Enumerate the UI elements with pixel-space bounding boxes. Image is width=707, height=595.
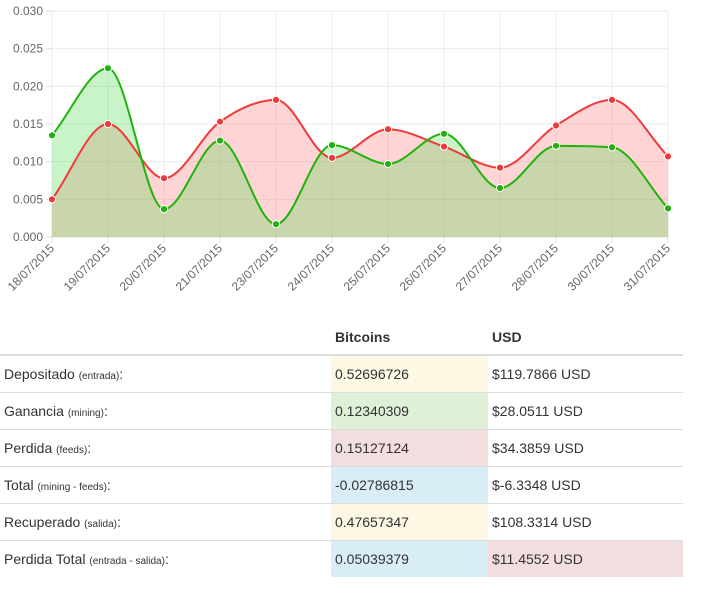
row-btc-value: 0.52696726 — [331, 354, 488, 393]
y-tick-label: 0.015 — [13, 117, 43, 131]
data-point — [47, 195, 57, 204]
x-tick-label: 23/07/2015 — [229, 241, 282, 294]
row-label-note: (feeds) — [56, 445, 88, 456]
row-label-text: Depositado — [4, 366, 75, 382]
y-tick-label: 0.000 — [13, 230, 43, 244]
row-label-text: Recuperado — [4, 514, 81, 530]
data-point — [607, 95, 617, 104]
data-point — [439, 142, 449, 151]
x-tick-label: 25/07/2015 — [341, 241, 394, 294]
data-point — [47, 131, 57, 140]
row-btc-value: 0.15127124 — [331, 429, 488, 467]
data-point — [383, 125, 393, 134]
btc-area-chart: 0.000 0.005 0.010 0.015 0.020 0.025 0.030 18/0… — [5, 4, 674, 294]
x-tick-label: 21/07/2015 — [173, 241, 226, 294]
x-tick-label: 24/07/2015 — [285, 241, 338, 294]
x-tick-label: 20/07/2015 — [117, 241, 170, 294]
row-label-suffix: : — [106, 477, 111, 493]
row-label-suffix: : — [87, 440, 92, 456]
row-usd-value: $119.7866 USD — [488, 354, 683, 393]
row-label: Ganancia (mining): — [0, 392, 331, 430]
data-point — [271, 95, 281, 104]
data-point — [159, 174, 169, 183]
data-point — [663, 152, 673, 161]
series-areas — [52, 68, 668, 238]
data-point — [159, 205, 169, 214]
data-point — [271, 220, 281, 229]
row-label-suffix: : — [119, 366, 124, 382]
table-row: Depositado (entrada): 0.52696726 $119.78… — [0, 354, 683, 393]
table-row: Perdida (feeds): 0.15127124 $34.3859 USD — [0, 429, 683, 467]
row-label-note: (entrada - salida) — [89, 556, 165, 567]
row-label-text: Perdida Total — [4, 551, 86, 567]
row-label-text: Total — [4, 477, 34, 493]
series-area-1 — [52, 68, 668, 238]
row-label-suffix: : — [116, 514, 121, 530]
row-usd-value: $11.4552 USD — [488, 540, 683, 577]
row-label-suffix: : — [103, 403, 108, 419]
data-point — [383, 159, 393, 169]
row-label: Perdida (feeds): — [0, 429, 331, 467]
data-point — [663, 204, 673, 213]
data-point — [215, 117, 225, 126]
x-tick-label: 31/07/2015 — [621, 241, 674, 294]
data-point — [215, 136, 225, 145]
x-axis-ticks: 18/07/2015 19/07/2015 20/07/2015 21/07/2015… — [5, 241, 674, 294]
data-point — [495, 163, 505, 172]
row-btc-value: 0.12340309 — [331, 392, 488, 430]
row-label-note: (entrada) — [78, 371, 120, 382]
x-tick-label: 19/07/2015 — [61, 241, 114, 294]
series-area-0 — [52, 99, 668, 237]
data-point — [327, 140, 337, 150]
data-point — [103, 64, 113, 73]
y-tick-label: 0.030 — [13, 4, 43, 18]
row-usd-value: $34.3859 USD — [488, 429, 683, 467]
x-tick-label: 28/07/2015 — [509, 241, 562, 294]
data-point — [551, 121, 561, 130]
row-label-note: (salida) — [84, 519, 117, 530]
row-btc-value: 0.47657347 — [331, 503, 488, 541]
data-point — [607, 143, 617, 152]
x-tick-label: 26/07/2015 — [397, 241, 450, 294]
table-row: Recuperado (salida): 0.47657347 $108.331… — [0, 503, 683, 541]
row-label: Recuperado (salida): — [0, 503, 331, 541]
row-label-text: Perdida — [4, 440, 53, 456]
x-tick-label: 18/07/2015 — [5, 241, 58, 294]
row-label: Depositado (entrada): — [0, 354, 331, 393]
summary-table: Bitcoins USD Depositado (entrada): 0.526… — [0, 318, 683, 577]
row-usd-value: $28.0511 USD — [488, 392, 683, 430]
y-tick-label: 0.005 — [13, 192, 43, 206]
data-point — [551, 141, 561, 150]
data-point — [103, 119, 113, 129]
x-tick-label: 30/07/2015 — [565, 241, 618, 294]
row-label: Total (mining - feeds): — [0, 466, 331, 504]
data-point — [439, 129, 449, 138]
y-tick-label: 0.025 — [13, 42, 43, 56]
row-btc-value: 0.05039379 — [331, 540, 488, 577]
series-points — [47, 64, 673, 229]
row-label-note: (mining - feeds) — [37, 482, 107, 493]
data-point — [495, 183, 505, 193]
chart-grid — [46, 10, 669, 243]
table-row: Ganancia (mining): 0.12340309 $28.0511 U… — [0, 392, 683, 430]
y-tick-label: 0.020 — [13, 79, 43, 93]
y-axis-ticks: 0.000 0.005 0.010 0.015 0.020 0.025 0.030 — [13, 4, 43, 244]
series-line-0 — [51, 98, 669, 200]
table-row: Total (mining - feeds): -0.02786815 $-6.… — [0, 466, 683, 504]
row-label-note: (mining) — [67, 408, 104, 419]
row-btc-value: -0.02786815 — [331, 466, 488, 504]
row-label-suffix: : — [164, 551, 169, 567]
header-blank — [0, 318, 331, 356]
data-point — [327, 153, 337, 162]
header-usd: USD — [488, 318, 683, 356]
x-tick-label: 27/07/2015 — [453, 241, 506, 294]
y-tick-label: 0.010 — [13, 155, 43, 169]
row-usd-value: $108.3314 USD — [488, 503, 683, 541]
table-header-row: Bitcoins USD — [0, 318, 683, 356]
table-row: Perdida Total (entrada - salida): 0.0503… — [0, 540, 683, 577]
header-bitcoins: Bitcoins — [331, 318, 488, 356]
row-label-text: Ganancia — [4, 403, 64, 419]
row-usd-value: $-6.3348 USD — [488, 466, 683, 504]
row-label: Perdida Total (entrada - salida): — [0, 540, 331, 577]
